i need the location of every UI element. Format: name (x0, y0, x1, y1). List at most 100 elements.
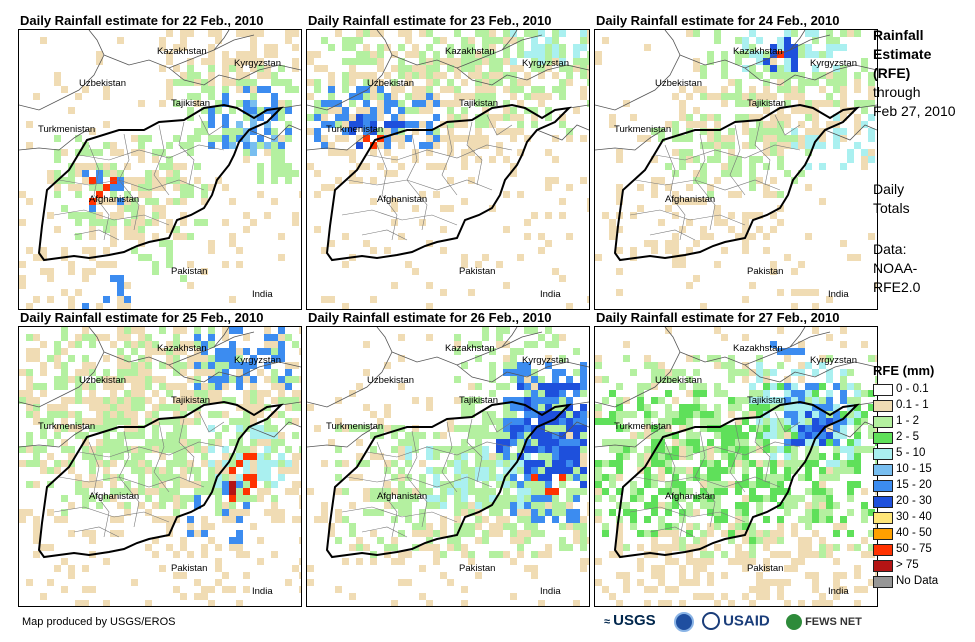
rainfall-cell (510, 397, 517, 404)
rainfall-cell (405, 107, 412, 114)
rainfall-cell (187, 390, 194, 397)
rainfall-cell (201, 369, 208, 376)
rainfall-cell (335, 460, 342, 467)
rainfall-cell (742, 93, 749, 100)
rainfall-cell (173, 488, 180, 495)
rainfall-cell (138, 205, 145, 212)
rainfall-cell (798, 495, 805, 502)
rainfall-cell (826, 376, 833, 383)
rainfall-cell (257, 390, 264, 397)
rainfall-cell (89, 233, 96, 240)
afghanistan-outline (325, 103, 572, 262)
rainfall-cell (538, 446, 545, 453)
rainfall-cell (749, 397, 756, 404)
rainfall-cell (363, 128, 370, 135)
rainfall-cell (672, 191, 679, 198)
rainfall-cell (229, 460, 236, 467)
rainfall-cell (180, 411, 187, 418)
rainfall-cell (40, 369, 47, 376)
rainfall-cell (75, 170, 82, 177)
rainfall-cell (454, 537, 461, 544)
rainfall-cell (819, 198, 826, 205)
rainfall-cell (447, 86, 454, 93)
rainfall-cell (651, 425, 658, 432)
rainfall-cell (47, 275, 54, 282)
rainfall-cell (658, 460, 665, 467)
rainfall-cell (166, 156, 173, 163)
rainfall-cell (26, 303, 33, 309)
rainfall-cell (623, 100, 630, 107)
rainfall-cell (868, 72, 875, 79)
rainfall-cell (791, 411, 798, 418)
rainfall-cell (496, 327, 503, 334)
rainfall-cell (271, 163, 278, 170)
rainfall-cell (159, 37, 166, 44)
rainfall-cell (482, 107, 489, 114)
rainfall-cell (700, 425, 707, 432)
rainfall-cell (419, 530, 426, 537)
rainfall-cell (735, 523, 742, 530)
rainfall-cell (595, 460, 602, 467)
rainfall-cell (580, 72, 587, 79)
rainfall-cell (714, 411, 721, 418)
rainfall-cell (349, 44, 356, 51)
rainfall-cell (707, 114, 714, 121)
rainfall-cell (686, 390, 693, 397)
rainfall-cell (517, 79, 524, 86)
rainfall-cell (496, 65, 503, 72)
rainfall-cell (538, 432, 545, 439)
rainfall-cell (124, 163, 131, 170)
rainfall-cell (826, 600, 833, 606)
rainfall-cell (566, 446, 573, 453)
rainfall-cell (264, 86, 271, 93)
rainfall-cell (784, 72, 791, 79)
rainfall-cell (847, 397, 854, 404)
rainfall-cell (47, 467, 54, 474)
rainfall-cell (47, 404, 54, 411)
rainfall-cell (222, 586, 229, 593)
legend-label: 15 - 20 (896, 479, 932, 491)
rainfall-cell (742, 240, 749, 247)
rainfall-cell (391, 537, 398, 544)
rainfall-cell (61, 411, 68, 418)
rainfall-cell (714, 418, 721, 425)
legend-swatch (873, 528, 893, 540)
rainfall-cell (482, 502, 489, 509)
rainfall-cell (68, 303, 75, 309)
rainfall-cell (285, 579, 292, 586)
country-border (307, 129, 376, 151)
rainfall-cell (503, 425, 510, 432)
rainfall-cell (637, 544, 644, 551)
rainfall-cell (819, 551, 826, 558)
rainfall-cell (503, 282, 510, 289)
rainfall-cell (609, 481, 616, 488)
rainfall-cell (531, 390, 538, 397)
rainfall-cell (117, 453, 124, 460)
rainfall-cell (770, 488, 777, 495)
fewsnet-logo: FEWS NET (786, 614, 862, 630)
rainfall-cell (552, 418, 559, 425)
rainfall-cell (651, 537, 658, 544)
rainfall-cell (166, 219, 173, 226)
province-border (441, 124, 458, 196)
rainfall-cell (840, 44, 847, 51)
rainfall-cell (299, 404, 301, 411)
rainfall-cell (854, 79, 861, 86)
rainfall-cell (559, 509, 566, 516)
rainfall-cell (461, 254, 468, 261)
rainfall-cell (173, 572, 180, 579)
rainfall-cell (538, 502, 545, 509)
rainfall-cell (321, 502, 328, 509)
rainfall-cell (243, 72, 250, 79)
rainfall-cell (152, 198, 159, 205)
rainfall-cell (482, 460, 489, 467)
rainfall-cell (658, 439, 665, 446)
rainfall-cell (89, 268, 96, 275)
rainfall-cell (840, 65, 847, 72)
rainfall-cell (595, 411, 602, 418)
rainfall-cell (826, 121, 833, 128)
rainfall-cell (503, 226, 510, 233)
rainfall-cell (440, 446, 447, 453)
rainfall-cell (784, 446, 791, 453)
rainfall-cell (517, 348, 524, 355)
